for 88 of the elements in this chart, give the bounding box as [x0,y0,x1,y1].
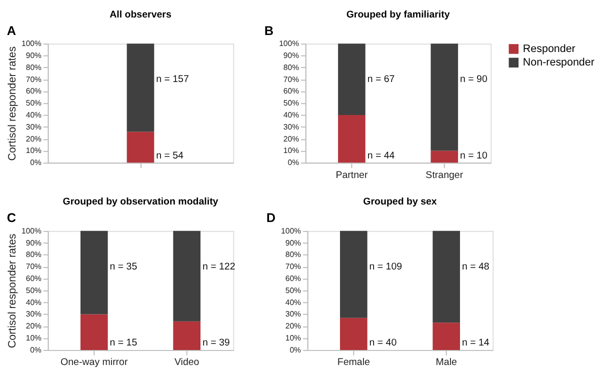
y-tick-label: 80% [26,62,42,72]
y-tick-label: 10% [26,146,42,156]
bar [430,150,458,163]
annotation: n = 14 [462,338,490,349]
y-tick-label: 30% [285,310,302,319]
y-tick-label: 20% [26,322,42,331]
bar [340,230,368,318]
annotation: n = 39 [202,338,230,349]
x-tick-label: Partner [336,170,368,181]
annotation: n = 54 [156,150,184,162]
legend-label: Responder [522,42,576,55]
chart-subtitle: Grouped by familiarity [346,9,450,20]
y-tick-label: 10% [283,146,300,156]
annotation: n = 40 [369,338,398,349]
y-axis-title: Cortisol responder rates [6,46,19,161]
y-tick-label: 20% [283,134,300,144]
y-tick-label: 80% [283,62,300,72]
y-tick-label: 20% [26,134,42,144]
y-tick-label: 50% [26,98,42,108]
bar [80,314,108,350]
annotation: n = 157 [156,74,189,86]
y-tick-label: 70% [26,262,42,272]
y-tick-label: 100% [279,39,300,48]
x-tick-label: Female [337,357,370,368]
y-tick-label: 0% [30,345,42,354]
bar [430,44,458,151]
y-tick-label: 90% [283,50,300,60]
y-tick-label: 90% [26,238,42,248]
y-tick-label: 40% [26,110,42,120]
annotation: n = 44 [367,150,396,162]
bar [432,322,460,350]
y-tick-label: 20% [285,322,302,331]
chart-title: B [264,24,274,38]
y-tick-label: 10% [26,333,42,342]
annotation: n = 10 [460,150,488,162]
y-tick-label: 0% [30,158,42,168]
x-tick-label: Male [436,357,457,368]
y-tick-label: 70% [283,74,300,84]
chart-title: C [6,211,16,226]
bar [173,321,200,350]
legend-label: Non-responder [522,56,595,69]
x-tick-label: One-way mirror [60,357,128,368]
y-tick-label: 30% [26,310,42,319]
y-tick-label: 0% [290,345,302,354]
bar [432,230,460,323]
chart-title: A [6,24,16,38]
bar [338,44,366,116]
annotation: n = 109 [369,262,402,273]
y-tick-label: 80% [285,250,302,260]
y-tick-label: 80% [26,250,42,260]
y-tick-label: 50% [283,98,300,108]
y-tick-label: 30% [26,122,42,132]
y-tick-label: 60% [283,86,300,96]
bar [173,230,200,322]
annotation: n = 15 [110,338,138,349]
y-tick-label: 70% [285,262,302,272]
y-tick-label: 40% [285,298,302,307]
chart-title: D [266,211,276,226]
y-tick-label: 0% [288,158,300,168]
x-tick-label: Video [174,357,200,368]
y-tick-label: 60% [285,274,302,283]
y-axis-title: Cortisol responder rates [6,234,19,348]
y-tick-label: 50% [26,286,42,295]
y-tick-label: 10% [285,333,302,342]
chart-subtitle: All observers [110,9,172,20]
y-tick-label: 100% [22,39,42,48]
y-tick-label: 40% [26,298,42,307]
bar [340,318,368,350]
y-tick-label: 50% [285,286,302,295]
annotation: n = 122 [202,262,236,273]
bar [80,230,108,314]
x-tick-label: Stranger [426,170,464,181]
annotation: n = 90 [460,74,488,86]
annotation: n = 48 [462,262,490,273]
y-tick-label: 60% [26,86,42,96]
y-tick-label: 100% [281,226,302,236]
y-tick-label: 60% [26,274,42,283]
y-tick-label: 40% [283,110,300,120]
annotation: n = 35 [110,262,138,273]
chart-subtitle: Grouped by sex [363,196,438,208]
y-tick-label: 70% [26,74,42,84]
y-tick-label: 100% [22,226,42,236]
y-tick-label: 90% [26,50,42,60]
chart-subtitle: Grouped by observation modality [62,196,219,208]
y-tick-label: 90% [285,238,302,248]
y-tick-label: 30% [283,122,300,132]
annotation: n = 67 [367,74,395,86]
bar [338,115,366,163]
